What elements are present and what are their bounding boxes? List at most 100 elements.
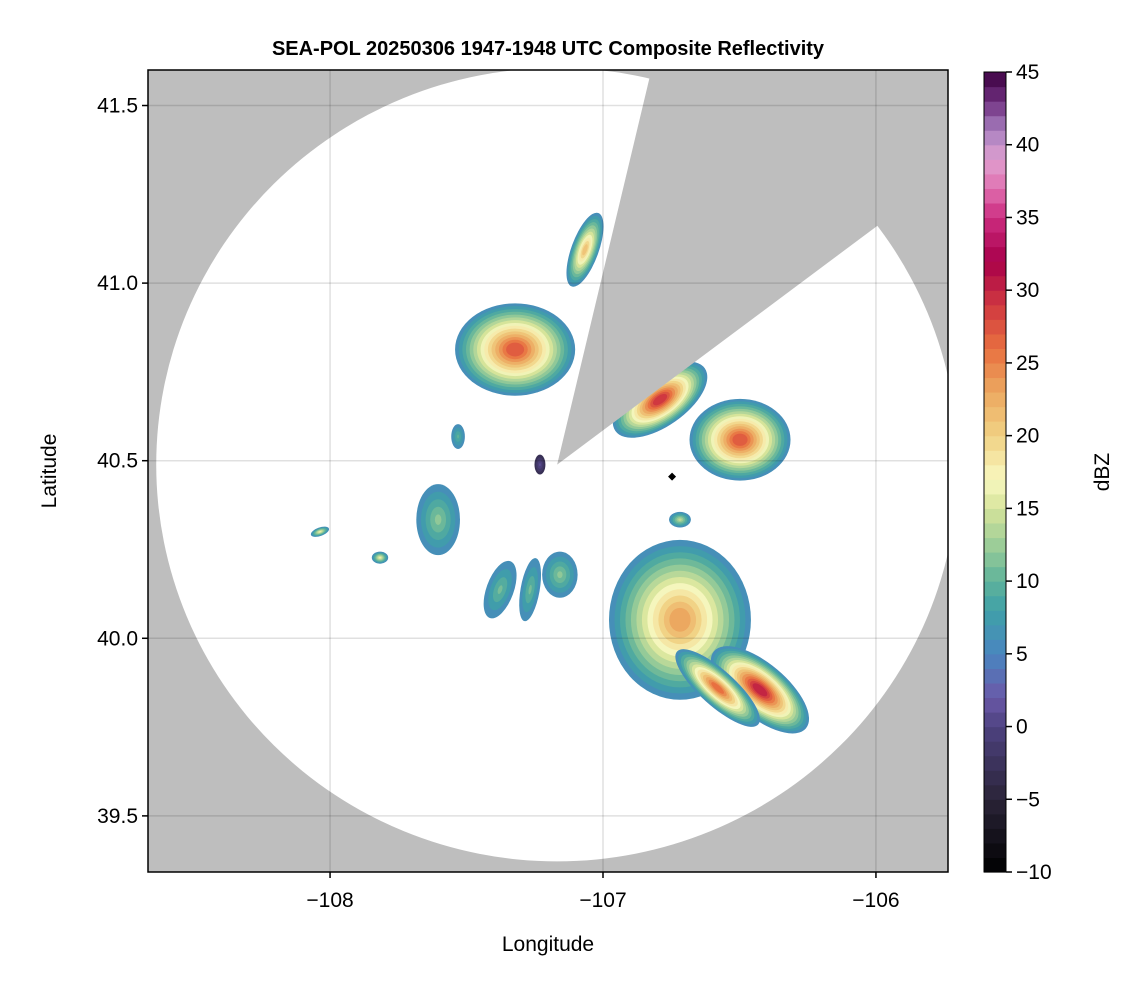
echo-cell (534, 454, 546, 475)
colorbar-bin (984, 857, 1006, 873)
colorbar-bin (984, 421, 1006, 437)
colorbar-bin (984, 552, 1006, 568)
colorbar-tick-label: 25 (1016, 352, 1039, 375)
colorbar-tick-label: 35 (1016, 206, 1039, 229)
colorbar-bin (984, 319, 1006, 335)
colorbar-bin (984, 522, 1006, 539)
colorbar-bin (984, 290, 1006, 306)
colorbar-bin (984, 639, 1006, 655)
colorbar-bin (984, 624, 1006, 640)
x-tick-label: −106 (852, 889, 899, 912)
colorbar-bin (984, 202, 1006, 219)
colorbar-bin (984, 362, 1006, 379)
colorbar-tick-label: 45 (1016, 61, 1039, 84)
colorbar-bin (984, 741, 1006, 757)
colorbar-bin (984, 595, 1006, 611)
colorbar-bin (984, 479, 1006, 495)
y-axis-label: Latitude (38, 434, 61, 509)
y-axis: 39.5 40.0 40.5 41.0 41.5 (97, 95, 148, 828)
colorbar-bin (984, 755, 1006, 771)
x-axis-label: Longitude (502, 933, 594, 956)
echo-cell (483, 560, 517, 619)
colorbar-bin (984, 392, 1006, 408)
colorbar-bin (984, 770, 1006, 786)
echo-cell (451, 424, 465, 449)
chart-title: SEA-POL 20250306 1947-1948 UTC Composite… (272, 38, 825, 60)
echo-cell (710, 646, 810, 734)
colorbar-bin (984, 726, 1006, 742)
y-tick-label: 39.5 (97, 805, 138, 828)
echo-level (539, 463, 541, 467)
echo-cell (371, 551, 389, 564)
colorbar-tick-label: 10 (1016, 570, 1039, 593)
echo-level (318, 530, 322, 533)
x-tick-label: −108 (306, 889, 353, 912)
colorbar-bin (984, 173, 1006, 189)
x-axis: −108 −107 −106 (306, 872, 900, 912)
colorbar-bin (984, 493, 1006, 509)
colorbar-bin (984, 784, 1006, 800)
colorbar-bin (984, 86, 1006, 102)
colorbar-frame (983, 71, 1007, 873)
echo-level (528, 584, 532, 595)
y-tick-label: 40.0 (97, 627, 138, 650)
colorbar-bin (984, 232, 1006, 248)
echo-level (669, 607, 691, 632)
colorbar-bin (984, 72, 1006, 88)
echo-level (711, 682, 724, 694)
colorbar-bin (984, 668, 1006, 684)
echo-cell (566, 212, 604, 287)
colorbar-bin (984, 610, 1006, 626)
blocked-sector (557, 70, 948, 465)
colorbar-bin (984, 217, 1006, 233)
colorbar-bin (984, 101, 1006, 117)
echo-level (582, 244, 588, 256)
colorbar-bin (984, 682, 1006, 699)
radar-site-marker (668, 472, 677, 481)
colorbar-bin (984, 261, 1006, 277)
colorbar-tick-label: 40 (1016, 134, 1039, 157)
echo-cell (542, 551, 578, 598)
plot-area (148, 70, 948, 872)
colorbar-bin (984, 828, 1006, 844)
colorbar-tick-label: −10 (1016, 861, 1052, 884)
colorbar-bin (984, 377, 1006, 393)
colorbar-bin (984, 464, 1006, 480)
colorbar-bin (984, 435, 1006, 451)
colorbar-bin (984, 115, 1006, 131)
echoes (310, 212, 810, 734)
colorbar-tick-label: 0 (1016, 716, 1028, 739)
colorbar-bin (984, 188, 1006, 204)
colorbar-bin (984, 581, 1006, 597)
colorbar-tick-label: 30 (1016, 279, 1039, 302)
colorbar-tick-label: −5 (1016, 788, 1040, 811)
colorbar-bin (984, 508, 1006, 524)
colorbar-bin (984, 304, 1006, 320)
echo-level (457, 434, 460, 439)
colorbar-tick-label: 20 (1016, 425, 1039, 448)
colorbar-bin (984, 348, 1006, 364)
y-tick-label: 40.5 (97, 450, 138, 473)
colorbar-bin (984, 799, 1006, 815)
echo-cell (669, 511, 691, 528)
echo-level (652, 393, 668, 406)
colorbar-bin (984, 275, 1006, 291)
colorbar-bin (984, 697, 1006, 713)
y-tick-label: 41.0 (97, 272, 138, 295)
echo-cell (519, 558, 542, 622)
colorbar-bin (984, 537, 1006, 553)
echo-cell (416, 484, 460, 556)
colorbar-bin (984, 159, 1006, 175)
colorbar-bin (984, 333, 1006, 349)
colorbar-label: dBZ (1091, 453, 1114, 492)
grid-lines (148, 70, 948, 872)
colorbar: −10 −5 0 5 10 15 20 25 30 35 40 45 (983, 61, 1052, 884)
colorbar-bin (984, 450, 1006, 466)
echo-cell (675, 649, 760, 727)
colorbar-bin (984, 712, 1006, 728)
echo-level (506, 342, 525, 357)
echo-level (497, 585, 503, 594)
echo-cell (689, 398, 791, 481)
echo-level (752, 683, 768, 697)
echo-cell (455, 303, 576, 396)
